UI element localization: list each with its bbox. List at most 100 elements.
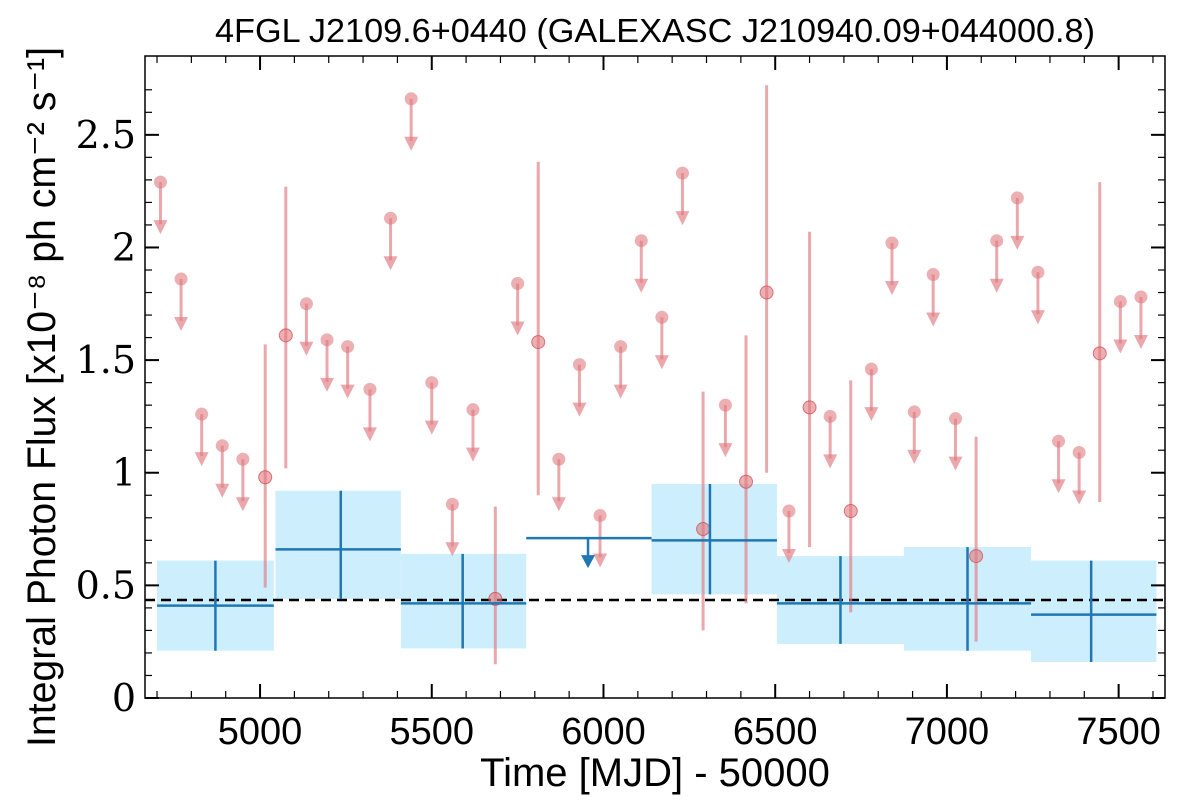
upper-limit-marker: [634, 234, 648, 248]
upper-limit-arrow: [340, 384, 355, 399]
monthly-upper-limit: [781, 504, 796, 564]
upper-limit-arrow: [675, 211, 690, 226]
upper-limit-marker: [320, 333, 334, 347]
monthly-point: [258, 344, 273, 588]
upper-limit-arrow: [634, 278, 649, 293]
upper-limit-marker: [466, 403, 480, 417]
upper-limit-arrow: [948, 456, 963, 471]
upper-limit-marker: [718, 398, 732, 412]
upper-limit-marker: [363, 382, 377, 396]
yearly-point: [1031, 560, 1157, 662]
upper-limit-arrow: [1113, 339, 1128, 354]
upper-limit-marker: [1072, 445, 1086, 459]
yearly-band: [1031, 560, 1157, 662]
x-axis-label: Time [MJD] - 50000: [480, 751, 830, 795]
upper-limit-arrow: [989, 278, 1004, 293]
upper-limit-arrow: [465, 447, 480, 462]
upper-limit-arrow: [781, 549, 796, 564]
yearly-point: [903, 547, 1032, 651]
monthly-upper-limit: [174, 272, 189, 332]
upper-limit-marker: [299, 297, 313, 311]
monthly-upper-limit: [340, 340, 355, 399]
upper-limit-marker: [614, 340, 628, 354]
upper-limit-arrow: [299, 341, 314, 356]
plot-frame: [144, 55, 1166, 699]
upper-limit-arrow: [926, 312, 941, 327]
upper-limit-marker: [907, 405, 921, 419]
y-tick-label: 0: [112, 676, 136, 720]
monthly-upper-limit: [465, 403, 480, 462]
monthly-marker: [843, 504, 858, 519]
upper-limit-arrow: [424, 420, 439, 435]
yearly-points: [157, 484, 1157, 662]
upper-limit-arrow: [215, 483, 230, 498]
monthly-marker: [759, 285, 774, 300]
upper-limit-arrow: [551, 497, 566, 512]
upper-limit-arrow: [654, 355, 669, 370]
monthly-upper-limit: [675, 166, 690, 226]
monthly-upper-limit: [1051, 434, 1066, 494]
upper-limit-arrow: [572, 402, 587, 417]
yearly-band: [275, 490, 401, 599]
upper-limit-marker: [885, 236, 899, 250]
upper-limit-marker: [655, 310, 669, 324]
upper-limit-marker: [864, 362, 878, 376]
monthly-marker: [258, 470, 273, 485]
upper-limit-arrow: [613, 384, 628, 399]
monthly-point: [739, 335, 754, 604]
monthly-upper-limit: [215, 439, 230, 498]
upper-limit-arrow: [445, 542, 460, 557]
x-tick-label: 7500: [1076, 711, 1161, 753]
monthly-upper-limit: [907, 405, 922, 464]
upper-limit-marker: [341, 340, 355, 354]
monthly-upper-limit: [1113, 295, 1128, 354]
upper-limit-arrow: [864, 407, 879, 422]
monthly-upper-limit: [948, 412, 963, 471]
upper-limit-marker: [990, 234, 1004, 248]
y-axis-label: Integral Photon Flux [x10⁻⁸ ph cm⁻² s⁻¹]: [20, 47, 64, 747]
monthly-marker: [1092, 346, 1107, 361]
monthly-upper-limit: [551, 452, 566, 512]
monthly-point: [1092, 182, 1107, 503]
yearly-point: [776, 556, 904, 644]
upper-limit-marker: [949, 412, 963, 426]
upper-limit-arrow: [718, 443, 733, 458]
monthly-upper-limit: [383, 211, 398, 271]
upper-limit-arrow: [884, 280, 899, 295]
upper-limit-arrow: [320, 377, 335, 392]
y-tick-label: 1.5: [76, 338, 136, 382]
monthly-marker: [531, 335, 546, 350]
upper-limit-marker: [236, 452, 250, 466]
monthly-upper-limit: [362, 382, 377, 442]
monthly-marker: [739, 474, 754, 489]
monthly-upper-limit: [404, 92, 419, 151]
monthly-point: [843, 380, 858, 613]
monthly-upper-limit: [593, 509, 608, 568]
y-tick-label: 2.5: [76, 113, 136, 157]
y-tick-label: 1: [112, 451, 136, 495]
upper-limit-arrow: [1030, 310, 1045, 325]
upper-limit-arrow: [823, 454, 838, 469]
yearly-point: [651, 484, 777, 595]
upper-limit-marker: [445, 497, 459, 511]
upper-limit-arrow: [510, 321, 525, 336]
upper-limit-arrow: [362, 427, 377, 442]
monthly-point: [759, 85, 774, 473]
monthly-point: [278, 186, 293, 469]
upper-limit-arrow: [907, 449, 922, 464]
upper-limit-marker: [593, 509, 607, 523]
monthly-point: [969, 436, 984, 642]
y-tick-label: 0.5: [76, 563, 136, 607]
upper-limit-marker: [511, 277, 525, 291]
upper-limit-arrow: [593, 553, 608, 568]
monthly-point: [531, 161, 546, 496]
monthly-upper-limit: [864, 362, 879, 422]
upper-limit-marker: [572, 358, 586, 372]
monthly-upper-limit: [613, 340, 628, 399]
upper-limit-marker: [404, 92, 418, 106]
upper-limit-arrow: [1010, 235, 1025, 250]
yearly-bin-bands: [157, 484, 1157, 662]
monthly-upper-limit: [634, 234, 649, 293]
monthly-upper-limit: [445, 497, 460, 557]
upper-limit-arrow: [235, 497, 250, 512]
